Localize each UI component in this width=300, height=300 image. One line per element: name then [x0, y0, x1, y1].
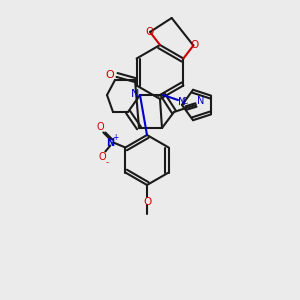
Text: O: O [143, 197, 151, 207]
Text: O: O [97, 122, 104, 133]
Text: N: N [106, 137, 114, 148]
Text: O: O [106, 70, 114, 80]
Text: O: O [145, 27, 153, 37]
Text: N: N [197, 96, 205, 106]
Text: N: N [131, 89, 139, 99]
Text: O: O [190, 40, 199, 50]
Text: C: C [182, 98, 188, 106]
Text: O: O [98, 152, 106, 163]
Text: N: N [178, 97, 186, 107]
Text: -: - [106, 158, 109, 167]
Text: +: + [112, 133, 119, 142]
